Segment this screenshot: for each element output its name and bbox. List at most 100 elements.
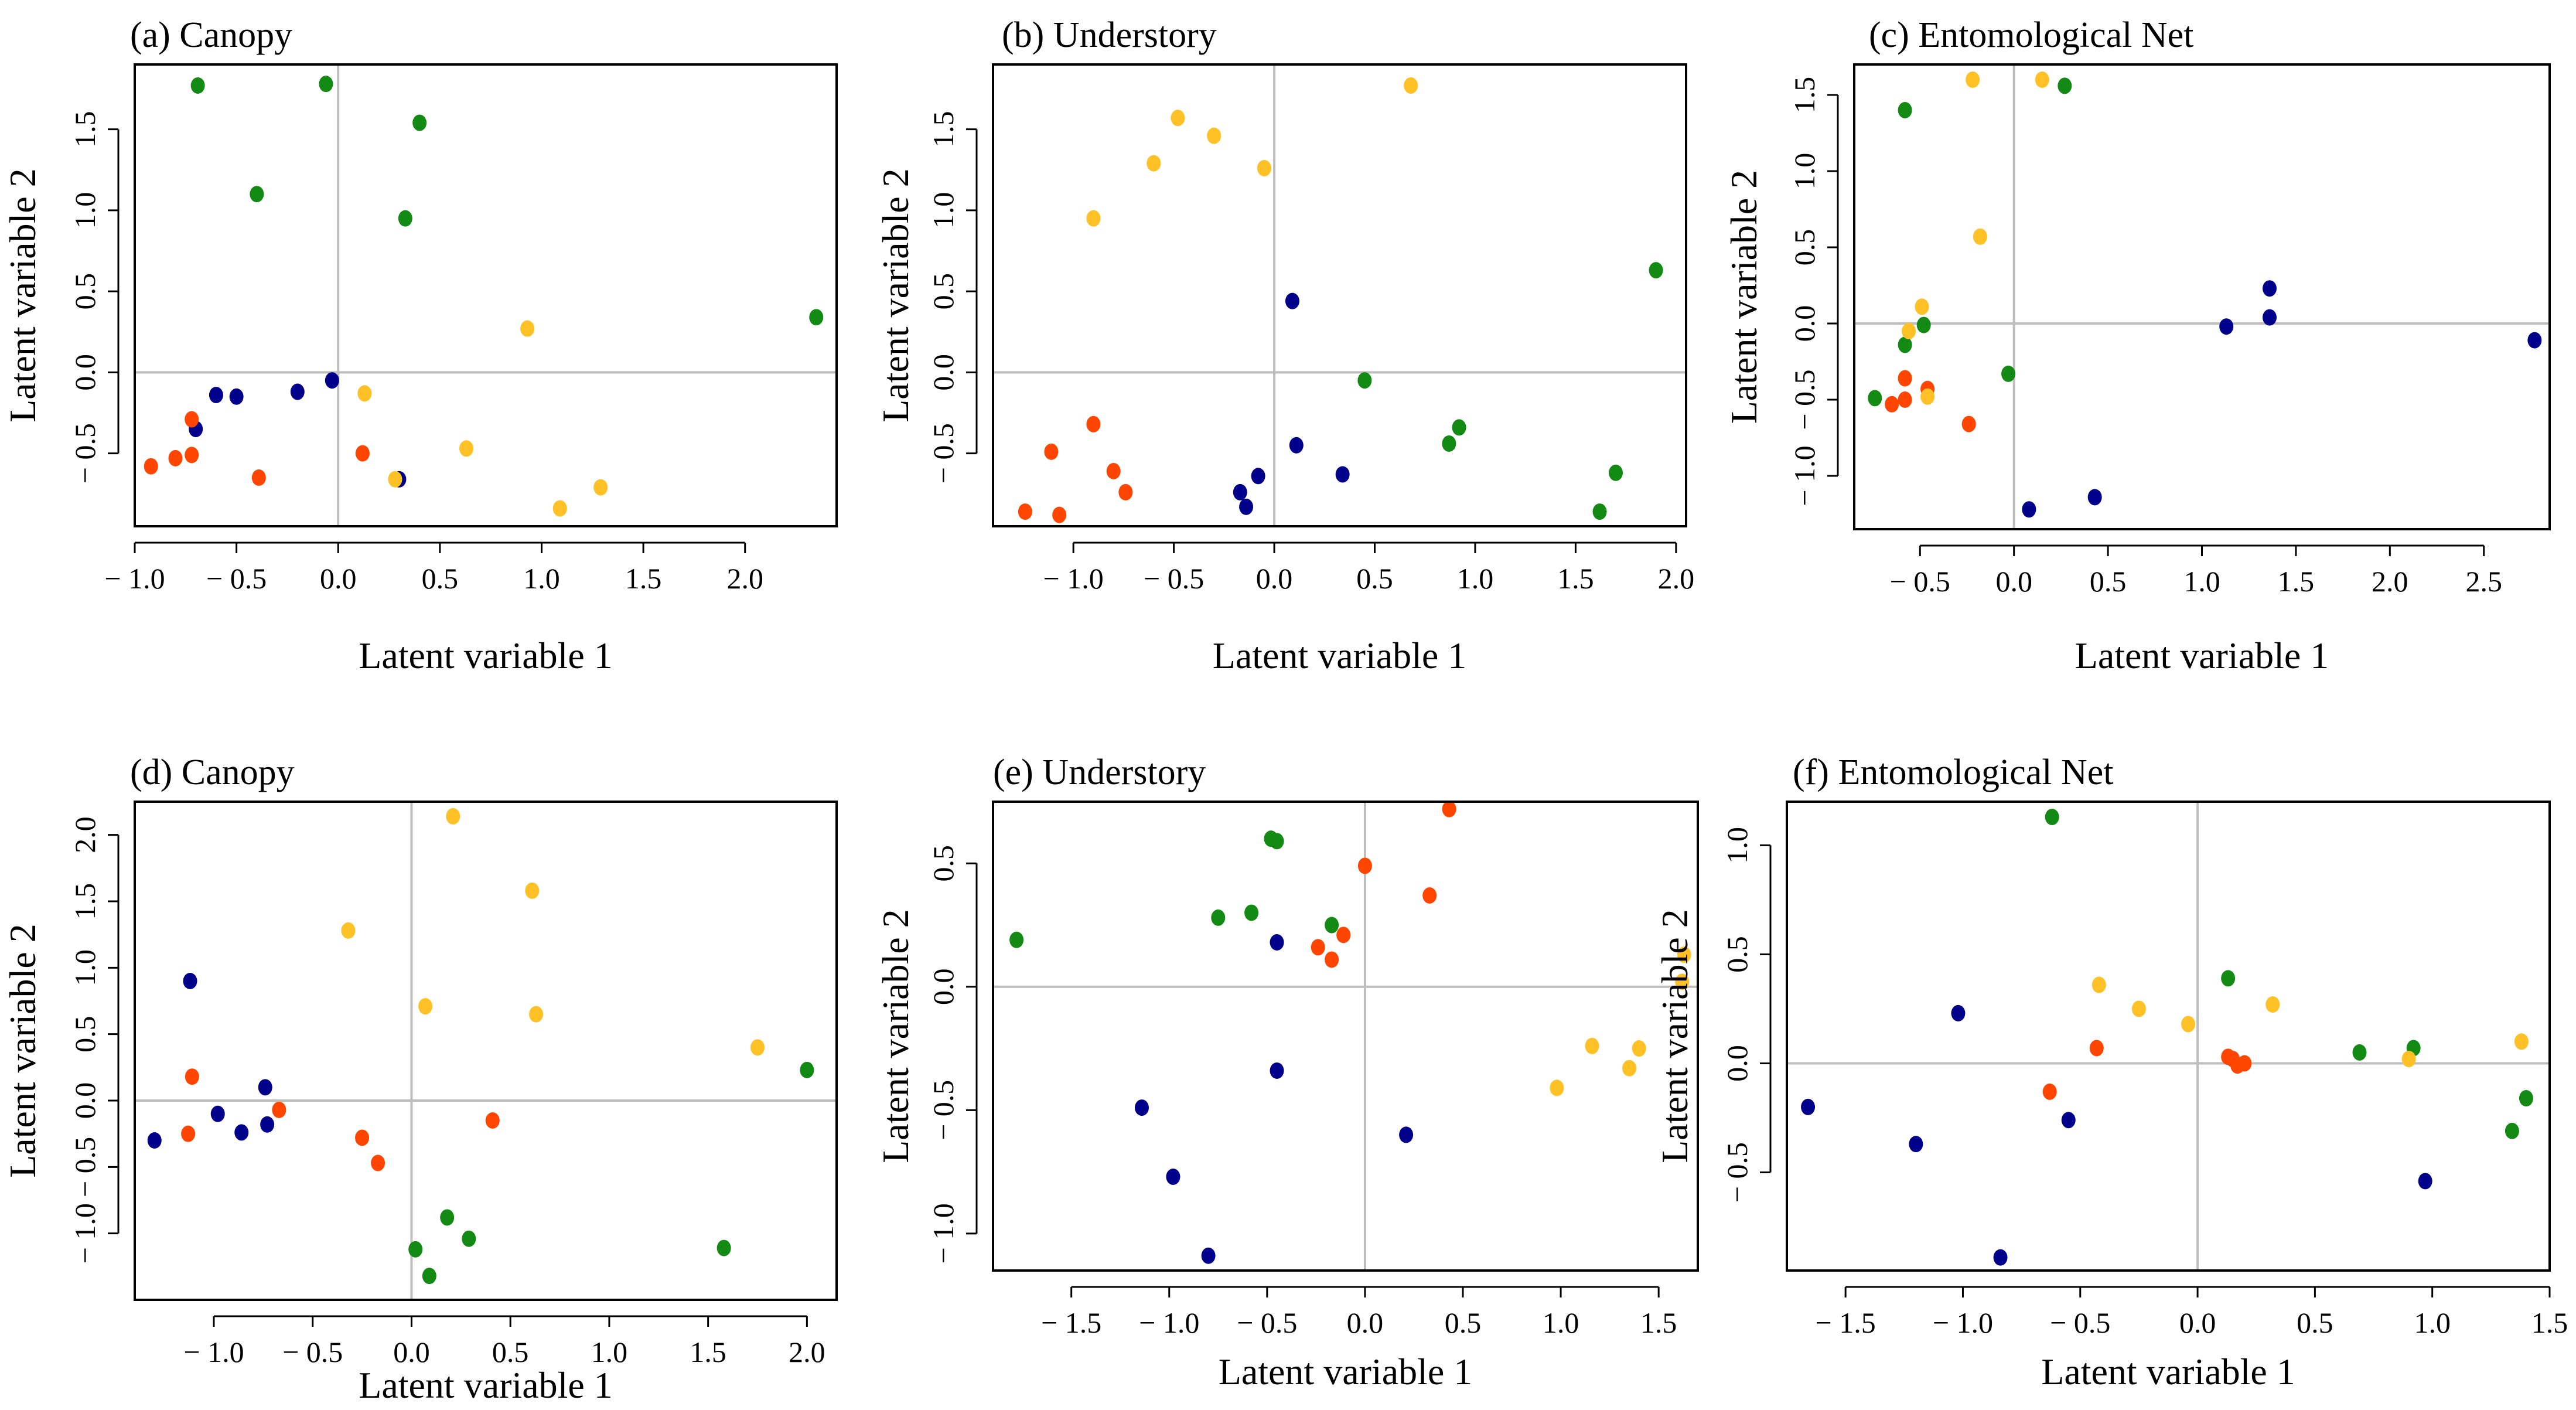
point-yellow-6 <box>750 1039 765 1056</box>
point-green-3 <box>1244 904 1259 921</box>
y-tick-label: − 0.5 <box>69 423 101 483</box>
y-tick-label: 0.0 <box>69 1082 101 1119</box>
x-tick-label: 0.5 <box>422 562 459 595</box>
point-navy-3 <box>1251 468 1265 485</box>
point-red-1 <box>1018 503 1032 520</box>
x-tick-label: 2.0 <box>1658 562 1695 595</box>
panel-title: (c) Entomological Net <box>1869 15 2193 55</box>
point-navy-4 <box>290 383 305 400</box>
point-green-6 <box>800 1061 814 1078</box>
point-yellow-2 <box>1585 1037 1599 1054</box>
point-navy-3 <box>229 388 244 405</box>
point-yellow-5 <box>1675 973 1690 990</box>
x-axis-title: Latent variable 1 <box>359 635 613 676</box>
point-yellow-4 <box>1207 127 1222 144</box>
point-navy-3 <box>1951 1004 1966 1021</box>
point-red-3 <box>185 447 199 464</box>
point-green-5 <box>2505 1122 2519 1139</box>
point-red-1 <box>1885 396 1899 413</box>
point-green-2 <box>1211 909 1226 926</box>
y-tick-label: 0.5 <box>69 1016 101 1053</box>
y-tick-label: 0.0 <box>927 969 960 1006</box>
x-axis-title: Latent variable 1 <box>2075 635 2329 676</box>
y-tick-label: 0.0 <box>1721 1045 1753 1082</box>
point-navy-2 <box>209 387 223 404</box>
point-yellow-1 <box>1550 1079 1564 1096</box>
point-navy-1 <box>2022 501 2036 518</box>
point-navy-3 <box>210 1105 225 1122</box>
point-yellow-3 <box>1622 1060 1637 1077</box>
point-navy-4 <box>1285 292 1299 309</box>
point-green-5 <box>1608 464 1623 481</box>
point-green-3 <box>319 76 333 93</box>
point-navy-6 <box>2418 1173 2432 1190</box>
point-navy-6 <box>1399 1126 1414 1143</box>
y-tick-label: 0.5 <box>927 273 960 310</box>
point-navy-6 <box>2527 332 2542 349</box>
point-green-1 <box>1868 390 1882 407</box>
panel-4: − 1.0 − 0.5 0.0 0.5 1.0 1.5 2.0 − 1.0 − 0.5 0.0 0.… <box>2 752 838 1406</box>
x-tick-label: − 0.5 <box>1144 562 1204 595</box>
point-red-3 <box>1044 443 1059 460</box>
point-green-5 <box>1270 833 1284 850</box>
point-navy-1 <box>1801 1098 1816 1115</box>
x-tick-label: − 0.5 <box>282 1336 343 1368</box>
point-yellow-3 <box>459 440 474 457</box>
point-red-5 <box>1961 415 1976 432</box>
point-green-4 <box>398 210 412 227</box>
plot-frame <box>134 801 838 1301</box>
x-tick-label: − 1.5 <box>1816 1306 1876 1339</box>
point-navy-5 <box>2262 280 2277 297</box>
point-green-1 <box>408 1241 423 1258</box>
point-yellow-6 <box>2514 1033 2529 1050</box>
point-navy-5 <box>258 1079 272 1096</box>
point-yellow-2 <box>2131 1000 2146 1017</box>
x-tick-label: 0.5 <box>492 1336 529 1368</box>
point-navy-4 <box>1993 1249 2008 1266</box>
x-tick-label: 0.5 <box>2297 1306 2333 1339</box>
y-tick-label: − 0.5 <box>927 423 960 483</box>
x-tick-label: 1.5 <box>690 1336 726 1368</box>
y-tick-label: 0.5 <box>927 845 960 882</box>
point-green-3 <box>1898 336 1912 353</box>
point-yellow-4 <box>1632 1040 1646 1057</box>
x-tick-label: 0.5 <box>1356 562 1393 595</box>
panel-title: (a) Canopy <box>130 15 292 55</box>
x-tick-label: − 1.0 <box>104 562 165 595</box>
point-green-2 <box>2221 970 2236 987</box>
y-tick-label: − 1.0 <box>927 1203 960 1263</box>
point-navy-1 <box>1134 1099 1149 1116</box>
panel-title: (f) Entomological Net <box>1793 752 2114 792</box>
y-tick-label: 1.0 <box>69 949 101 986</box>
x-tick-label: 2.0 <box>789 1336 825 1368</box>
point-red-1 <box>2042 1083 2057 1100</box>
point-green-5 <box>716 1239 731 1256</box>
point-navy-4 <box>2262 309 2277 326</box>
x-tick-label: − 1.5 <box>1041 1306 1101 1339</box>
x-tick-label: − 1.0 <box>1139 1306 1199 1339</box>
point-red-5 <box>251 469 266 486</box>
point-navy-5 <box>1270 1062 1284 1079</box>
point-red-5 <box>1422 887 1437 904</box>
x-tick-label: 0.5 <box>2090 565 2127 598</box>
point-yellow-5 <box>2401 1051 2416 1068</box>
point-red-2 <box>1325 951 1339 968</box>
y-tick-label: 0.5 <box>1721 936 1753 973</box>
point-red-2 <box>1052 506 1067 523</box>
x-tick-label: 0.0 <box>1347 1306 1384 1339</box>
point-yellow-4 <box>1966 71 1980 88</box>
y-tick-label: 0.5 <box>69 273 101 310</box>
y-axis-title: Latent variable 2 <box>875 168 916 423</box>
point-green-2 <box>250 186 264 203</box>
point-navy-5 <box>2061 1112 2076 1129</box>
point-red-1 <box>144 458 158 475</box>
x-tick-label: 1.0 <box>591 1336 628 1368</box>
point-navy-2 <box>183 973 197 989</box>
point-red-6 <box>355 445 370 462</box>
x-tick-label: 2.0 <box>2372 565 2408 598</box>
point-yellow-2 <box>388 471 402 488</box>
point-yellow-5 <box>552 500 567 517</box>
point-red-5 <box>371 1154 385 1171</box>
x-axis-title: Latent variable 1 <box>1219 1351 1473 1392</box>
